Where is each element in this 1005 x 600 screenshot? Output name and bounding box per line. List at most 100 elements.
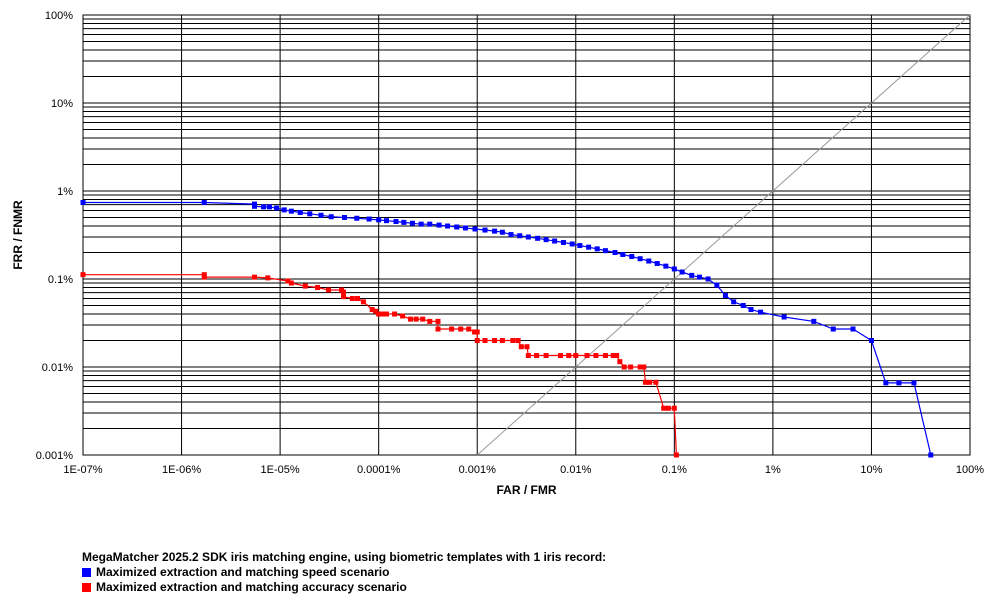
- series-point-0: [811, 318, 817, 324]
- series-point-0: [307, 211, 313, 217]
- series-point-0: [376, 217, 382, 223]
- series-point-0: [594, 246, 600, 252]
- series-point-0: [482, 227, 488, 233]
- series-point-1: [621, 364, 627, 370]
- legend-label-accuracy: Maximized extraction and matching accura…: [96, 580, 407, 594]
- series-point-0: [341, 214, 347, 220]
- series-point-0: [654, 261, 660, 267]
- series-point-1: [302, 283, 308, 289]
- series-point-1: [584, 353, 590, 359]
- legend-swatch-speed: [82, 568, 91, 577]
- series-point-1: [355, 296, 361, 302]
- series-point-1: [383, 311, 389, 317]
- series-point-1: [201, 274, 207, 280]
- x-tick-label: 1%: [765, 464, 781, 476]
- y-tick-label: 1%: [57, 186, 73, 198]
- series-point-0: [445, 223, 451, 229]
- series-point-0: [492, 228, 498, 234]
- series-point-0: [462, 225, 468, 231]
- series-point-1: [665, 405, 671, 411]
- series-point-1: [641, 364, 647, 370]
- series-point-0: [409, 220, 415, 226]
- x-axis-ticks: 1E-07% 1E-06% 1E-05% 0.0001% 0.001% 0.01% 0.1%…: [63, 464, 984, 476]
- series-point-1: [435, 318, 441, 324]
- series-point-1: [458, 326, 464, 332]
- series-point-0: [868, 338, 874, 344]
- series-point-0: [472, 226, 478, 232]
- series-point-0: [714, 282, 720, 288]
- series-point-1: [376, 311, 382, 317]
- series-point-1: [466, 326, 472, 332]
- series-point-0: [281, 207, 287, 213]
- series-point-0: [850, 326, 856, 332]
- series-point-1: [265, 275, 271, 281]
- x-tick-label: 1E-07%: [63, 464, 102, 476]
- series-point-0: [525, 234, 531, 240]
- series-point-1: [472, 329, 478, 335]
- series-point-1: [525, 353, 531, 359]
- y-tick-label: 0.1%: [48, 274, 73, 286]
- series-point-1: [558, 353, 564, 359]
- series-point-0: [679, 269, 685, 275]
- series-point-1: [610, 353, 616, 359]
- series-point-0: [252, 203, 258, 209]
- series-point-0: [748, 307, 754, 313]
- series-point-0: [383, 218, 389, 224]
- series-point-1: [614, 353, 620, 359]
- legend-title: MegaMatcher 2025.2 SDK iris matching eng…: [82, 550, 607, 564]
- series-point-0: [577, 243, 583, 249]
- series-point-1: [449, 326, 455, 332]
- eer-reference-line: [476, 14, 971, 456]
- series-point-0: [560, 239, 566, 245]
- series-point-0: [612, 250, 618, 256]
- series-point-0: [646, 258, 652, 264]
- series-point-0: [288, 208, 294, 214]
- series-point-0: [454, 224, 460, 230]
- series-point-0: [297, 209, 303, 215]
- series-point-0: [274, 205, 280, 211]
- series-point-1: [643, 379, 649, 385]
- series-point-0: [80, 200, 86, 206]
- series-point-0: [637, 256, 643, 262]
- y-tick-label: 0.01%: [42, 362, 73, 374]
- series-point-1: [534, 353, 540, 359]
- series-point-1: [661, 405, 667, 411]
- y-tick-label: 0.001%: [36, 450, 74, 462]
- series-point-1: [637, 364, 643, 370]
- legend: MegaMatcher 2025.2 SDK iris matching eng…: [82, 550, 606, 595]
- series-point-1: [671, 405, 677, 411]
- series-point-1: [400, 313, 406, 319]
- series-point-0: [705, 276, 711, 282]
- series-point-0: [696, 274, 702, 280]
- series-point-0: [328, 214, 334, 220]
- series-point-0: [201, 200, 207, 206]
- series-point-1: [647, 379, 653, 385]
- series-point-0: [928, 452, 934, 458]
- series-point-1: [515, 338, 521, 344]
- series-point-0: [896, 380, 902, 386]
- series-point-0: [620, 251, 626, 257]
- series-point-1: [349, 296, 355, 302]
- series-point-0: [689, 272, 695, 278]
- grid: [82, 15, 971, 456]
- series-point-0: [366, 216, 372, 222]
- series-point-1: [474, 329, 480, 335]
- series-point-0: [354, 215, 360, 221]
- series-point-0: [418, 221, 424, 227]
- series-point-0: [543, 237, 549, 243]
- series-point-0: [261, 204, 267, 210]
- series-point-1: [573, 353, 579, 359]
- series-point-1: [566, 353, 572, 359]
- y-tick-label: 10%: [51, 98, 73, 110]
- series-point-0: [671, 266, 677, 272]
- series-point-1: [360, 299, 366, 305]
- series-point-0: [499, 229, 505, 235]
- series-point-1: [524, 344, 530, 350]
- series-point-1: [413, 316, 419, 322]
- series-point-0: [830, 326, 836, 332]
- series-point-0: [401, 219, 407, 225]
- series-point-1: [499, 338, 505, 344]
- series-point-1: [341, 294, 347, 300]
- series-point-1: [482, 338, 488, 344]
